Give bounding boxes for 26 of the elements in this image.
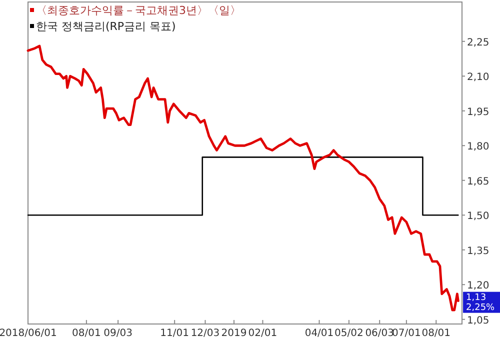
x-tick-label: 04/01	[304, 328, 334, 339]
legend-label: 한국 정책금리(RP금리 목표)	[36, 20, 176, 33]
y-tick-label: 1,20	[467, 280, 490, 292]
y-tick-label: 1,50	[467, 211, 490, 222]
x-tick-label: 09/03	[104, 328, 132, 339]
x-tick-label: 08/01	[422, 328, 451, 339]
y-tick-label: 1,05	[467, 315, 490, 326]
x-tick-label: 05/02	[334, 328, 364, 339]
line-series	[26, 44, 460, 312]
x-tick-label: 02/01	[248, 328, 278, 339]
x-tick-label: 06/03	[365, 328, 394, 339]
y-tick-label: 1,80	[467, 142, 490, 153]
y-tick-label: 2,25	[467, 37, 490, 48]
y-tick-label: 2,10	[467, 72, 490, 84]
text: 2,25%	[466, 302, 496, 313]
x-tick-label: 11/01	[160, 328, 189, 339]
text: 1,13	[466, 292, 486, 303]
y-tick-label: 1,65	[467, 176, 490, 188]
y-tick-label: 1,35	[467, 246, 490, 257]
x-tick-label: 2019	[221, 328, 247, 339]
x-tick-label: 07/01	[392, 328, 421, 339]
y-tick-label: 1,95	[467, 106, 490, 118]
legend-label: 〈최종호가수익률－국고채권3년〉〈일〉	[36, 4, 241, 17]
x-tick-label: 08/01	[72, 328, 101, 339]
x-tick-label: 2018/06/01	[0, 328, 57, 339]
x-tick-label: 12/03	[190, 328, 220, 339]
